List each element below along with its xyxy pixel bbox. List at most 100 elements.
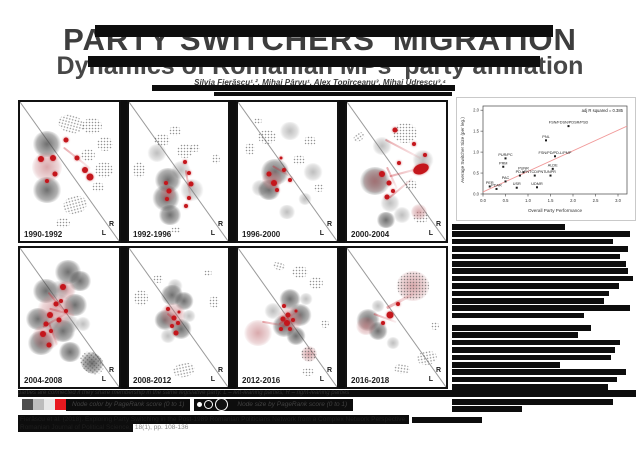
party-cluster xyxy=(304,135,317,146)
node-size-legend-bar: Node size by PageRank score (0 to 1) xyxy=(231,398,354,411)
left-camp-marker: L xyxy=(210,376,215,383)
redacted-text-line xyxy=(452,362,635,369)
right-camp-marker: R xyxy=(326,221,332,228)
redacted-text-line xyxy=(452,305,635,312)
switcher-node xyxy=(188,181,194,187)
network-panel-2000-2004: 2000-2004 R L xyxy=(345,100,448,243)
party-cluster xyxy=(301,346,318,361)
svg-text:1.5: 1.5 xyxy=(548,198,554,203)
left-camp-marker: L xyxy=(319,230,324,237)
redacted-text-line xyxy=(452,275,635,283)
switcher-node xyxy=(281,168,286,173)
party-cluster xyxy=(405,180,418,191)
svg-text:2.5: 2.5 xyxy=(593,198,599,203)
switcher-node xyxy=(294,309,298,313)
membership-note-bar: parties are connected if they share memb… xyxy=(18,390,636,397)
svg-text:PAC: PAC xyxy=(502,176,510,180)
panel-period-label: 2004-2008 xyxy=(24,376,63,385)
party-cluster xyxy=(431,321,440,330)
party-cluster xyxy=(170,226,181,233)
party-cluster xyxy=(263,302,282,319)
party-cluster xyxy=(95,162,114,179)
redacted-text-line xyxy=(452,297,635,305)
switcher-node xyxy=(58,298,63,303)
party-cluster xyxy=(303,162,324,181)
switcher-node xyxy=(166,188,172,194)
node-color-label: Node color by PageRank score (0 to 1) xyxy=(72,401,185,408)
party-cluster xyxy=(146,144,167,163)
right-camp-marker: R xyxy=(435,221,441,228)
redacted-text-line xyxy=(452,369,635,376)
redacted-text-line xyxy=(452,325,635,332)
redaction-bar-affiliations xyxy=(214,92,452,96)
pagerank-size-circle xyxy=(204,400,214,409)
party-cluster xyxy=(243,319,272,346)
left-camp-marker: L xyxy=(319,376,324,383)
party-cluster xyxy=(159,185,176,202)
party-cluster xyxy=(244,143,255,156)
party-cluster xyxy=(153,133,170,146)
redacted-text-line xyxy=(452,231,635,238)
party-cluster xyxy=(133,290,148,307)
svg-text:Overall Party Performance: Overall Party Performance xyxy=(528,208,583,213)
switcher-node xyxy=(274,187,279,192)
svg-text:3.0: 3.0 xyxy=(615,198,621,203)
svg-text:FSN/PD/PD-L/PMP: FSN/PD/PD-L/PMP xyxy=(539,151,572,155)
party-cluster xyxy=(371,137,392,156)
switcher-node xyxy=(288,326,293,331)
citation-journal-text: Romanian Journal of Political Science, xyxy=(18,423,133,432)
party-cluster xyxy=(314,184,325,193)
party-cluster xyxy=(82,117,103,134)
redacted-text-line xyxy=(452,238,635,246)
svg-text:PD-L: PD-L xyxy=(516,170,525,174)
left-camp-marker: L xyxy=(101,230,106,237)
party-cluster xyxy=(209,296,220,309)
redacted-text-line xyxy=(452,283,635,290)
party-cluster xyxy=(180,178,205,201)
switcher-node xyxy=(86,173,94,181)
svg-text:1.0: 1.0 xyxy=(525,198,531,203)
panel-period-label: 2012-2016 xyxy=(242,376,281,385)
party-cluster xyxy=(204,270,213,277)
node-size-label: Node size by PageRank score (0 to 1) xyxy=(237,401,348,408)
party-cluster xyxy=(393,206,412,223)
right-camp-marker: R xyxy=(108,221,114,228)
switcher-node xyxy=(165,307,170,312)
switcher-node xyxy=(279,156,283,160)
party-cluster xyxy=(182,310,197,323)
party-cluster xyxy=(370,300,385,313)
svg-text:FSN/FDSN/PDSR/PSD: FSN/FDSN/PDSR/PSD xyxy=(549,121,589,125)
panel-period-label: 2008-2012 xyxy=(133,376,172,385)
ideology-diagonal-line xyxy=(20,102,119,241)
party-cluster xyxy=(286,326,307,345)
pagerank-color-swatch xyxy=(44,399,55,410)
authors-line: Silvia Fierăscu¹,², Mihai Pârvu¹, Alex T… xyxy=(194,78,446,87)
party-cluster xyxy=(152,274,163,283)
party-cluster xyxy=(298,193,313,206)
redacted-text-line xyxy=(452,253,635,261)
panel-row-bottom: 2004-2008 R L 2008-2012 R L 2012-2016 R L 2016-20… xyxy=(18,246,448,389)
party-cluster xyxy=(299,293,314,306)
party-cluster xyxy=(379,194,400,213)
pagerank-size-scale xyxy=(194,398,232,411)
network-panel-2012-2016: 2012-2016 R L xyxy=(236,246,339,389)
citation-issue-pages: 18(1), pp. 108-136 xyxy=(134,424,189,431)
redacted-text-line xyxy=(452,224,635,231)
redacted-text-line xyxy=(452,246,635,253)
svg-text:PUNR: PUNR xyxy=(518,167,529,171)
party-cluster xyxy=(385,336,400,349)
switcher-node xyxy=(52,171,58,177)
redacted-text-line xyxy=(452,290,635,298)
switcher-node xyxy=(187,195,192,200)
party-cluster xyxy=(321,320,330,329)
switcher-node xyxy=(288,177,293,182)
svg-text:1.0: 1.0 xyxy=(473,150,479,155)
svg-text:USR: USR xyxy=(513,182,521,186)
party-cluster xyxy=(302,367,315,376)
pagerank-color-swatch xyxy=(55,399,66,410)
svg-text:PRM: PRM xyxy=(499,161,507,165)
switcher-node xyxy=(396,301,401,306)
switcher-node xyxy=(281,304,286,309)
panel-period-label: 2000-2004 xyxy=(351,230,390,239)
party-cluster xyxy=(293,155,306,166)
